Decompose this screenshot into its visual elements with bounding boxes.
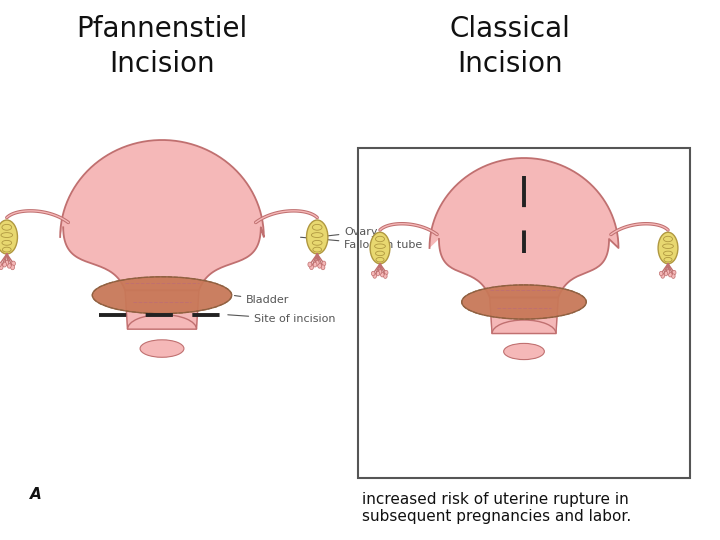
Ellipse shape (668, 273, 672, 277)
Ellipse shape (372, 271, 375, 276)
Ellipse shape (666, 269, 670, 274)
Ellipse shape (376, 271, 379, 276)
Ellipse shape (664, 271, 667, 276)
Text: Bladder: Bladder (235, 295, 289, 305)
Ellipse shape (380, 273, 384, 277)
Text: Fallopian tube: Fallopian tube (300, 237, 423, 250)
Ellipse shape (5, 260, 9, 265)
Ellipse shape (504, 343, 544, 360)
Polygon shape (60, 140, 264, 291)
Polygon shape (490, 298, 558, 334)
Text: Ovary: Ovary (320, 227, 378, 237)
Ellipse shape (384, 271, 388, 275)
Ellipse shape (92, 277, 232, 314)
Ellipse shape (313, 262, 317, 267)
Ellipse shape (378, 269, 382, 274)
Ellipse shape (3, 262, 6, 267)
Ellipse shape (140, 340, 184, 357)
Text: Classical
Incision: Classical Incision (449, 15, 570, 78)
Ellipse shape (0, 220, 17, 254)
Text: Pfannenstiel
Incision: Pfannenstiel Incision (76, 15, 248, 78)
Ellipse shape (310, 265, 313, 269)
Ellipse shape (11, 265, 14, 270)
Ellipse shape (672, 274, 675, 279)
Ellipse shape (322, 261, 326, 266)
Ellipse shape (7, 264, 12, 268)
Ellipse shape (373, 274, 377, 278)
Ellipse shape (0, 265, 3, 269)
Ellipse shape (308, 262, 312, 267)
Text: A: A (30, 487, 42, 502)
Text: Site of incision: Site of incision (228, 314, 336, 325)
Bar (358, 148, 690, 478)
Polygon shape (125, 291, 199, 329)
Ellipse shape (661, 274, 665, 278)
Ellipse shape (660, 271, 663, 276)
Ellipse shape (384, 274, 387, 279)
Ellipse shape (12, 261, 15, 266)
Ellipse shape (658, 232, 678, 264)
Polygon shape (430, 158, 618, 298)
Text: increased risk of uterine rupture in
subsequent pregnancies and labor.: increased risk of uterine rupture in sub… (362, 492, 631, 524)
Ellipse shape (315, 260, 319, 265)
Ellipse shape (318, 264, 322, 268)
Ellipse shape (462, 285, 586, 319)
Ellipse shape (321, 265, 325, 270)
Ellipse shape (0, 262, 1, 267)
Ellipse shape (307, 220, 328, 254)
Ellipse shape (370, 232, 390, 264)
Ellipse shape (672, 271, 676, 275)
